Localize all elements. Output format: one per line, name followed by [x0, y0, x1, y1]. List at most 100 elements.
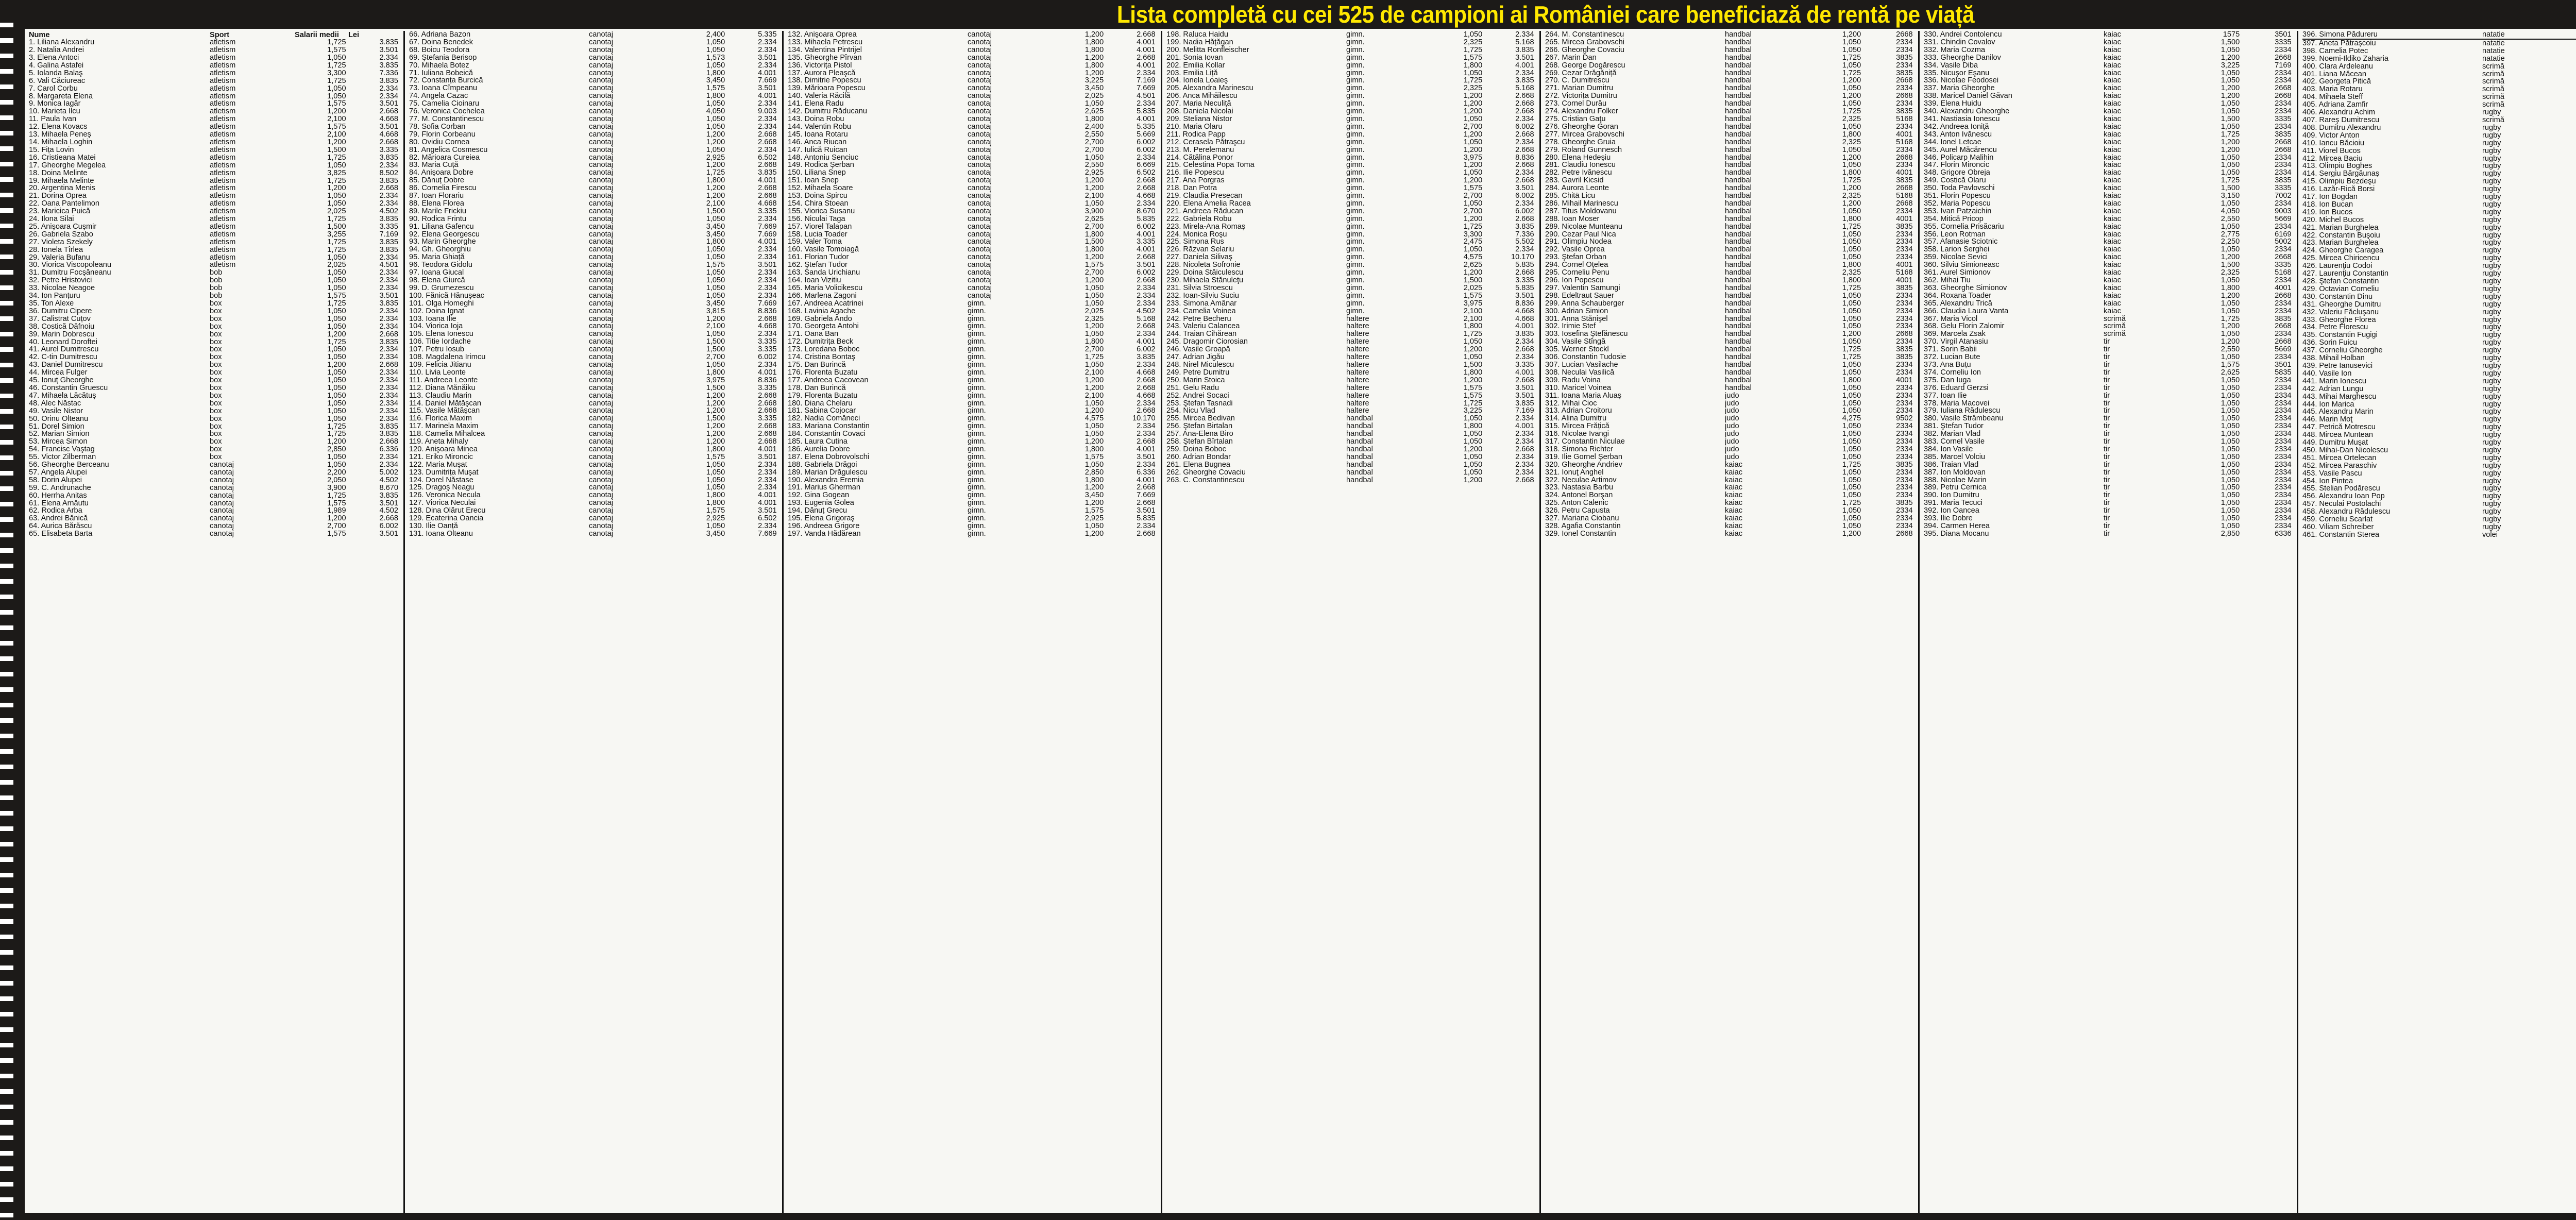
table-row: 73. Ioana Cîmpeanu canotaj 1,575 3.501 — [409, 84, 779, 92]
table-row: 122. Maria Muşat canotaj 1,050 2.334 — [409, 461, 779, 469]
champion-name: 221. Andreea Răducan — [1166, 207, 1244, 215]
sport-name: rugby — [2482, 185, 2501, 194]
champion-name: 68. Boicu Teodora — [409, 46, 470, 54]
sport-name: canotaj — [968, 230, 992, 239]
average-salary: 1,050 — [2567, 270, 2576, 278]
average-salary: 1,050 — [2221, 353, 2240, 361]
lei-amount: 2668 — [1896, 92, 1913, 100]
sport-name: canotaj — [589, 430, 614, 438]
lei-amount: 2.334 — [379, 384, 398, 392]
table-row: 49. Vasile Nistor box 1,050 2.334 — [29, 408, 400, 415]
champion-name: 406. Alexandru Achim — [2302, 109, 2376, 116]
champion-name: 277. Mircea Grabovschi — [1545, 130, 1624, 139]
sport-name: canotaj — [968, 253, 992, 262]
champion-name: 119. Aneta Mihaly — [409, 438, 468, 446]
table-row: 390. Ion Dumitru tir 1,050 2334 — [1924, 492, 2294, 499]
champion-name: 35. Ton Alexe — [29, 300, 74, 308]
champion-name: 151. Ioan Snep — [788, 177, 839, 185]
lei-amount: 3.835 — [379, 77, 398, 85]
average-salary: 1,575 — [1463, 184, 1483, 193]
average-salary: 1,200 — [1842, 184, 1861, 193]
champion-name: 263. C. Constantinescu — [1166, 476, 1245, 484]
lei-amount: 2.334 — [758, 146, 777, 154]
table-row: 35. Ton Alexe box 1,725 3.835 — [29, 300, 400, 308]
champion-name: 409. Victor Anton — [2302, 131, 2360, 140]
sport-name: rugby — [2482, 523, 2501, 531]
average-salary: 1,050 — [2567, 239, 2576, 247]
average-salary: 2,400 — [706, 31, 725, 39]
sport-name: gimn. — [1346, 123, 1365, 131]
sport-name: gimn. — [968, 384, 986, 392]
film-perforation — [0, 780, 13, 785]
champion-name: 333. Gheorghe Danilov — [1924, 54, 2001, 62]
lei-amount: 4.668 — [1137, 192, 1156, 200]
table-row: 85. Dănuț Dobre canotaj 1,800 4.001 — [409, 177, 779, 184]
sport-name: canotaj — [968, 277, 992, 284]
sport-name: gimn. — [968, 361, 986, 369]
lei-amount: 2.334 — [1515, 415, 1534, 423]
average-salary: 1,800 — [706, 177, 725, 185]
average-salary: 1,575 — [706, 453, 725, 461]
lei-amount: 2334 — [2275, 353, 2292, 361]
champion-name: 64. Aurica Bărăscu — [29, 522, 92, 531]
sport-name: box — [209, 361, 222, 369]
table-row: 297. Valentin Samungi handbal 1,725 3835 — [1545, 284, 1915, 292]
champion-name: 65. Elisabeta Barta — [29, 530, 93, 538]
sport-name: gimn. — [1346, 215, 1365, 223]
table-row: 217. Ana Porgras gimn. 1,200 2.668 — [1166, 177, 1536, 184]
average-salary: 2,550 — [1084, 130, 1104, 139]
lei-amount: 5.835 — [1515, 261, 1534, 269]
sport-name: haltere — [1346, 376, 1369, 384]
table-row: 80. Ovidiu Cornea canotaj 1,200 2.668 — [409, 139, 779, 146]
champion-name: 140. Valeria Răcilă — [788, 92, 851, 100]
lei-amount: 2.668 — [758, 130, 777, 139]
champion-name: 350. Toda Pavlovschi — [1924, 184, 1995, 193]
champion-name: 324. Antonel Borşan — [1545, 492, 1613, 500]
lei-amount: 2.668 — [379, 438, 398, 446]
average-salary: 2,625 — [1463, 261, 1483, 269]
champion-name: 396. Simona Pădureru — [2302, 31, 2476, 40]
average-salary: 1,050 — [1463, 199, 1483, 208]
lei-amount: 3.835 — [379, 61, 398, 70]
table-row: 103. Ioana Ilie canotaj 1,200 2.668 — [409, 315, 779, 323]
average-salary: 4,275 — [1842, 415, 1861, 423]
champion-name: 152. Mihaela Soare — [788, 184, 853, 193]
table-row: 11. Paula Ivan atletism 2,100 4.668 — [29, 115, 400, 123]
film-perforation — [0, 394, 13, 398]
lei-amount: 5.002 — [379, 468, 398, 477]
sport-name: tir — [2104, 415, 2110, 423]
sport-name: atletism — [209, 238, 235, 246]
table-row: 221. Andreea Răducan gimn. 2,700 6.002 — [1166, 208, 1536, 215]
table-row: 269. Cezar Drăgăniță handbal 1,725 3835 — [1545, 70, 1915, 77]
lei-amount: 5168 — [1896, 192, 1913, 200]
lei-amount: 2334 — [2275, 438, 2292, 446]
sport-name: kaiac — [1725, 476, 1743, 484]
champion-name: 219. Claudia Presecan — [1166, 192, 1243, 200]
table-row: 353. Ivan Patzaichin kaiac 4,050 9003 — [1924, 208, 2294, 215]
champion-name: 134. Valentina Pintrijel — [788, 46, 862, 54]
lei-amount: 3.501 — [758, 507, 777, 515]
sport-name: box — [209, 415, 222, 423]
sport-name: atletism — [209, 108, 235, 116]
table-row: 255. Mircea Bedivan handbal 1,050 2.334 — [1166, 415, 1536, 422]
lei-amount: 2334 — [2275, 515, 2292, 522]
sport-name: kaiac — [2104, 84, 2122, 93]
lei-amount: 3.835 — [379, 338, 398, 346]
champion-name: 32. Petre Hristovici — [29, 277, 92, 285]
champion-name: 428. Ştefan Constantin — [2302, 278, 2379, 285]
champion-name: 135. Gheorghe Pîrvan — [788, 54, 862, 62]
sport-name: handbal — [1725, 277, 1752, 284]
champion-name: 41. Aurel Dumitrescu — [29, 346, 99, 354]
average-salary: 1,050 — [2567, 354, 2576, 362]
lei-amount: 2.668 — [758, 161, 777, 170]
sport-name: canotaj — [589, 108, 614, 115]
table-row: 229. Doina Stăiculescu gimn. 1,200 2.668 — [1166, 269, 1536, 277]
table-row: 292. Vasile Oprea handbal 1,050 2334 — [1545, 246, 1915, 253]
lei-amount: 2334 — [2275, 392, 2292, 400]
average-salary: 3,900 — [327, 484, 346, 492]
sport-name: handbal — [1725, 292, 1752, 300]
lei-amount: 3.501 — [1515, 54, 1534, 62]
table-row: 164. Ioan Vizitiu canotaj 1,200 2.668 — [788, 277, 1158, 284]
